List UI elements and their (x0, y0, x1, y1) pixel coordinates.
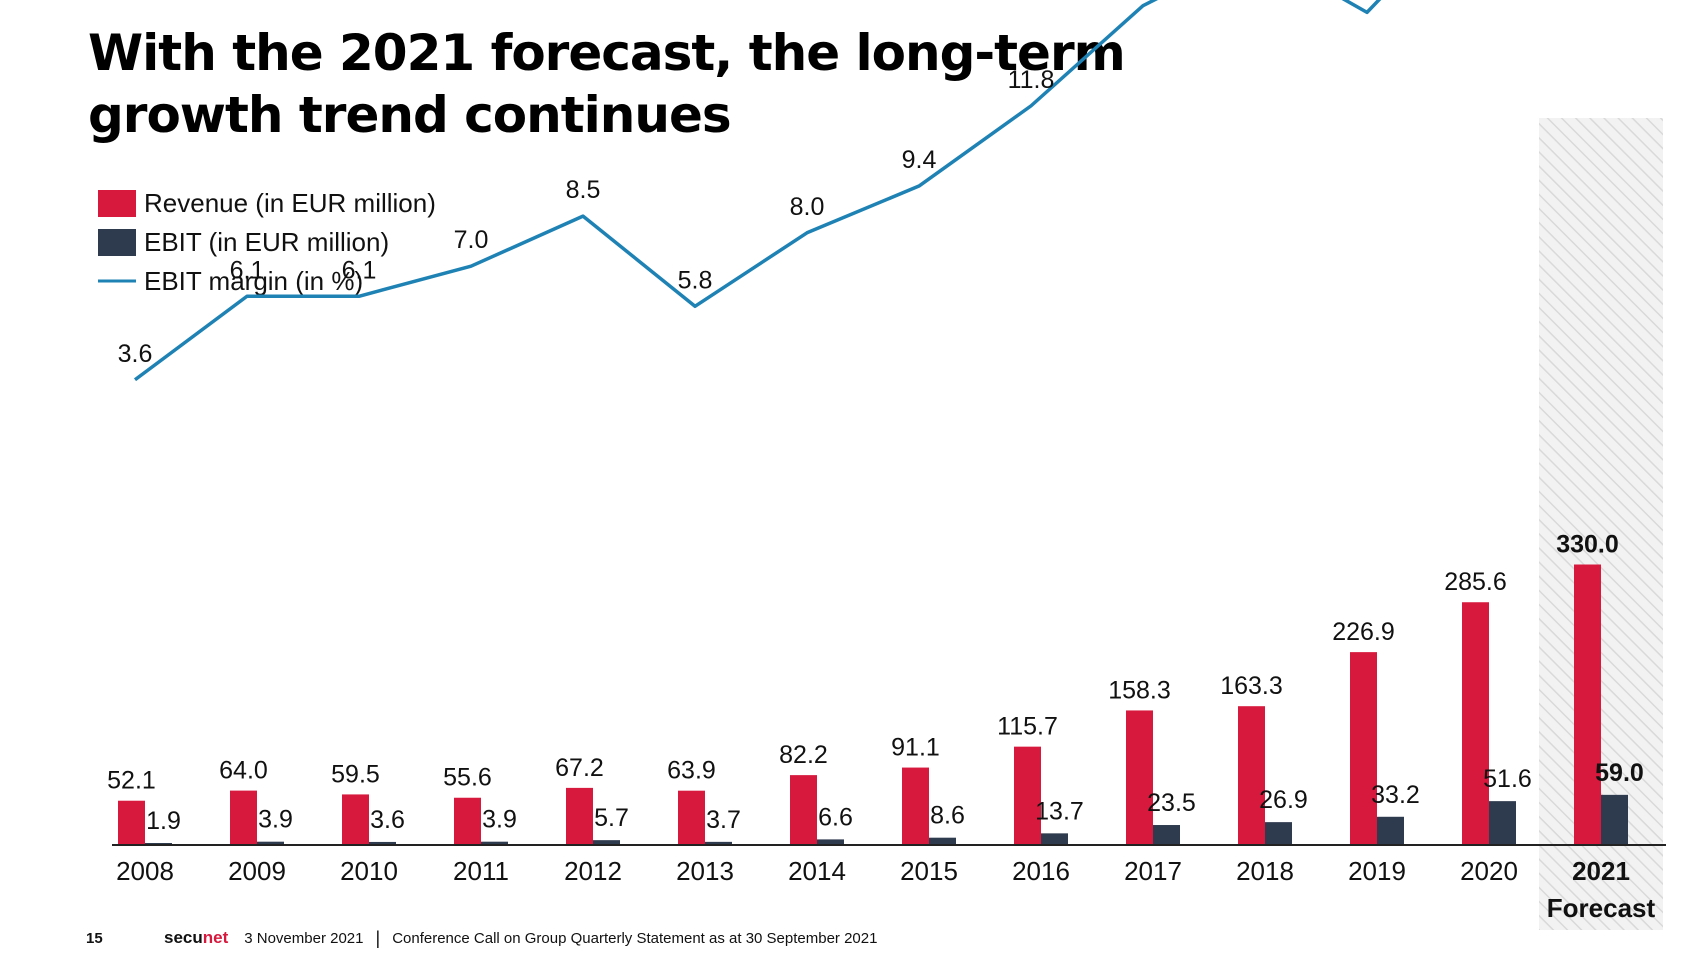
brand-logo-part2: net (202, 928, 229, 947)
ebit-bar (593, 840, 620, 845)
legend-label-margin: EBIT margin (in %) (144, 266, 363, 296)
legend-label-revenue: Revenue (in EUR million) (144, 188, 436, 218)
x-tick-label: 2011 (453, 856, 509, 886)
margin-label: 6.1 (342, 256, 377, 284)
legend-label-ebit: EBIT (in EUR million) (144, 227, 389, 257)
ebit-label: 26.9 (1259, 786, 1308, 814)
x-tick-label: 2020 (1460, 856, 1518, 886)
ebit-label: 13.7 (1035, 797, 1084, 825)
revenue-label: 91.1 (891, 734, 940, 762)
ebit-bar (1601, 794, 1628, 845)
revenue-label: 59.5 (331, 760, 380, 788)
footer-date: 3 November 2021 (244, 929, 364, 947)
x-tick-label: 2019 (1348, 856, 1406, 886)
x-tick-label: 2017 (1124, 856, 1182, 886)
revenue-bar (1574, 564, 1601, 845)
revenue-bar (342, 794, 369, 845)
revenue-bar (1462, 602, 1489, 845)
ebit-bar (369, 841, 396, 845)
x-tick-label: 2016 (1012, 856, 1070, 886)
margin-label: 11.8 (1008, 66, 1055, 94)
x-tick-label: 2021 (1572, 856, 1630, 886)
x-tick-label: 2015 (900, 856, 958, 886)
x-tick-label: 2012 (564, 856, 622, 886)
brand-logo-part1: secu (164, 928, 203, 947)
ebit-bar (705, 841, 732, 845)
ebit-label: 3.6 (370, 806, 405, 834)
page-number: 15 (86, 929, 103, 947)
revenue-label: 158.3 (1108, 676, 1171, 704)
title-line-2: growth trend continues (88, 86, 732, 144)
title-line-1: With the 2021 forecast, the long-term (88, 24, 1126, 82)
revenue-label: 285.6 (1444, 568, 1507, 596)
ebit-label: 6.6 (818, 803, 853, 831)
revenue-label: 163.3 (1220, 672, 1283, 700)
ebit-bar (817, 839, 844, 845)
footer-separator: | (375, 927, 381, 948)
footer-text: Conference Call on Group Quarterly State… (392, 929, 878, 947)
revenue-label: 64.0 (219, 757, 268, 785)
revenue-bar (678, 790, 705, 845)
revenue-label: 55.6 (443, 764, 492, 792)
ebit-label: 3.9 (482, 806, 517, 834)
ebit-bar (1153, 825, 1180, 845)
revenue-bar (230, 790, 257, 845)
revenue-bar (118, 800, 145, 845)
brand-logo: secunet (164, 928, 228, 948)
margin-label: 8.0 (790, 193, 825, 221)
ebit-label: 59.0 (1595, 759, 1644, 787)
slide-title: With the 2021 forecast, the long-term gr… (88, 22, 1288, 146)
ebit-label: 33.2 (1371, 781, 1420, 809)
ebit-bar (1265, 822, 1292, 845)
x-tick-label: 2018 (1236, 856, 1294, 886)
revenue-label: 52.1 (107, 767, 156, 795)
revenue-label: 82.2 (779, 741, 828, 769)
revenue-bar (454, 797, 481, 845)
revenue-bar (902, 767, 929, 845)
margin-label: 3.6 (118, 340, 153, 368)
margin-label: 5.8 (678, 266, 713, 294)
ebit-label: 51.6 (1483, 765, 1532, 793)
ebit-label: 23.5 (1147, 789, 1196, 817)
ebit-bar (929, 837, 956, 845)
margin-label: 8.5 (566, 176, 601, 204)
legend-swatch-ebit (98, 229, 136, 256)
x-tick-label: 2014 (788, 856, 846, 886)
revenue-label: 115.7 (997, 713, 1058, 741)
ebit-bar (1489, 801, 1516, 845)
ebit-label: 5.7 (594, 804, 629, 832)
x-tick-label: 2013 (676, 856, 734, 886)
revenue-label: 330.0 (1556, 531, 1619, 559)
revenue-label: 67.2 (555, 754, 604, 782)
margin-label: 6.1 (230, 256, 265, 284)
margin-label: 7.0 (454, 226, 489, 254)
revenue-bar (1350, 652, 1377, 845)
revenue-bar (1014, 746, 1041, 845)
ebit-margin-line (133, 0, 1382, 382)
margin-label: 9.4 (902, 146, 937, 174)
revenue-bar (566, 787, 593, 845)
ebit-bar (1041, 833, 1068, 845)
ebit-label: 3.7 (706, 806, 741, 834)
ebit-label: 8.6 (930, 802, 965, 830)
ebit-label: 3.9 (258, 806, 293, 834)
revenue-bar (790, 775, 817, 845)
x-tick-label: 2009 (228, 856, 286, 886)
legend-swatch-revenue (98, 190, 136, 217)
ebit-bar (257, 841, 284, 845)
chart-legend: Revenue (in EUR million) EBIT (in EUR mil… (98, 188, 436, 296)
revenue-label: 226.9 (1332, 618, 1395, 646)
revenue-label: 63.9 (667, 757, 716, 785)
revenue-ebit-chart: Revenue (in EUR million) EBIT (in EUR mil… (98, 0, 1666, 930)
revenue-bar (1126, 710, 1153, 845)
revenue-bar (1238, 706, 1265, 845)
x-tick-label: 2008 (116, 856, 174, 886)
x-tick-forecast-label: Forecast (1547, 893, 1656, 923)
ebit-bar (481, 841, 508, 845)
slide-footer: 15 secunet 3 November 2021 | Conference … (86, 928, 877, 948)
ebit-label: 1.9 (146, 807, 181, 835)
x-tick-label: 2010 (340, 856, 398, 886)
ebit-bar (1377, 816, 1404, 845)
